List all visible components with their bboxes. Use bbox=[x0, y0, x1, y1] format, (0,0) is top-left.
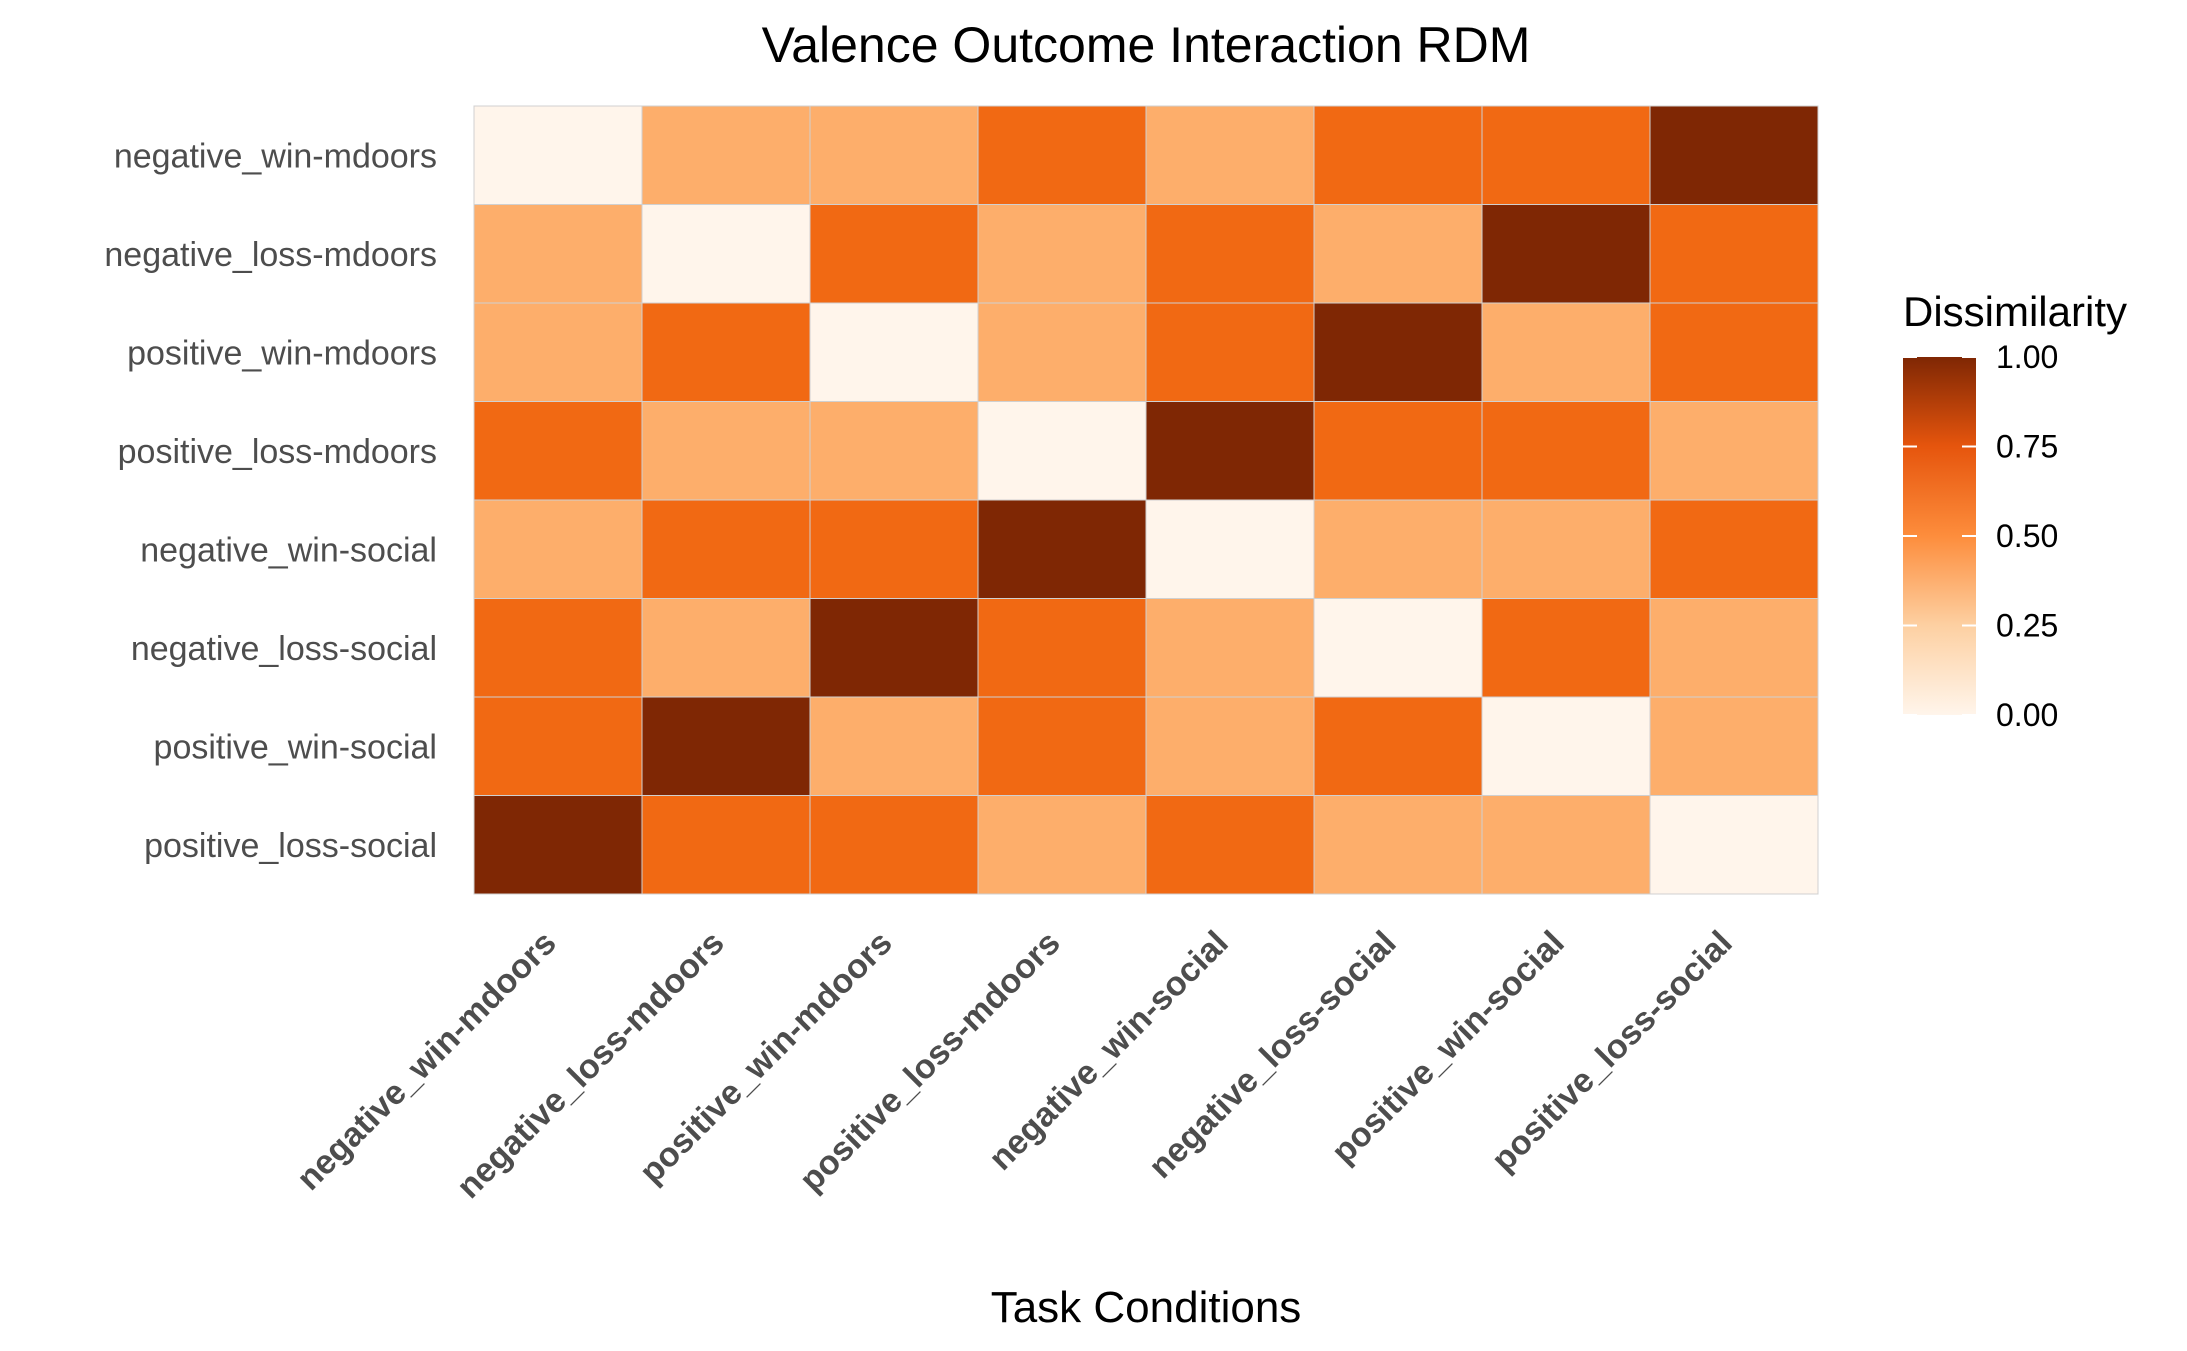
heatmap-cell bbox=[1649, 302, 1819, 402]
heatmap-cell bbox=[473, 499, 643, 599]
legend-ticks: 0.00 0.25 0.50 0.75 1.00 bbox=[1903, 339, 2058, 733]
heatmap-cell bbox=[1313, 696, 1483, 796]
y-tick-label: negative_win-social bbox=[140, 531, 437, 569]
heatmap-cell bbox=[641, 204, 811, 304]
heatmap-cell bbox=[1313, 302, 1483, 402]
heatmap-cell bbox=[809, 499, 979, 599]
y-tick-label: positive_loss-social bbox=[144, 827, 437, 865]
heatmap-cell bbox=[977, 204, 1147, 304]
legend-tick-label: 0.50 bbox=[1996, 518, 2058, 554]
heatmap-cell bbox=[473, 401, 643, 501]
heatmap-cell bbox=[809, 696, 979, 796]
heatmap-cell bbox=[641, 598, 811, 698]
y-tick-label: negative_loss-mdoors bbox=[104, 236, 437, 274]
heatmap-cells bbox=[473, 105, 1819, 895]
heatmap-cell bbox=[1145, 598, 1315, 698]
color-legend: Dissimilarity 0.00 0.25 0.50 0.75 1.00 bbox=[1903, 288, 2127, 733]
heatmap-cell bbox=[977, 598, 1147, 698]
heatmap-cell bbox=[473, 302, 643, 402]
heatmap-cell bbox=[641, 105, 811, 205]
heatmap-cell bbox=[1481, 499, 1651, 599]
heatmap-cell bbox=[641, 401, 811, 501]
heatmap-cell bbox=[977, 499, 1147, 599]
y-tick-label: positive_loss-mdoors bbox=[118, 433, 437, 471]
heatmap-cell bbox=[641, 795, 811, 895]
heatmap-cell bbox=[641, 499, 811, 599]
heatmap-cell bbox=[641, 696, 811, 796]
heatmap-cell bbox=[1649, 795, 1819, 895]
y-tick-label: positive_win-mdoors bbox=[127, 334, 437, 372]
heatmap-cell bbox=[1481, 401, 1651, 501]
legend-tick-label: 0.00 bbox=[1996, 697, 2058, 733]
heatmap-cell bbox=[1481, 696, 1651, 796]
heatmap-cell bbox=[1145, 401, 1315, 501]
heatmap-cell bbox=[1649, 696, 1819, 796]
heatmap-cell bbox=[1313, 204, 1483, 304]
heatmap-cell bbox=[473, 696, 643, 796]
x-axis-title: Task Conditions bbox=[991, 1283, 1302, 1332]
heatmap-cell bbox=[1145, 105, 1315, 205]
y-tick-label: positive_win-social bbox=[154, 728, 437, 766]
x-tick-label: negative_loss-mdoors bbox=[450, 924, 732, 1206]
legend-tick-label: 0.25 bbox=[1996, 608, 2058, 644]
heatmap-cell bbox=[1649, 204, 1819, 304]
heatmap-cell bbox=[977, 696, 1147, 796]
heatmap-cell bbox=[473, 795, 643, 895]
heatmap-cell bbox=[473, 204, 643, 304]
heatmap-cell bbox=[977, 401, 1147, 501]
heatmap-cell bbox=[1313, 401, 1483, 501]
heatmap-cell bbox=[1481, 105, 1651, 205]
y-tick-label: negative_win-mdoors bbox=[114, 137, 437, 175]
heatmap-cell bbox=[977, 795, 1147, 895]
y-tick-label: negative_loss-social bbox=[131, 630, 437, 668]
heatmap-cell bbox=[1481, 302, 1651, 402]
heatmap-cell bbox=[1313, 598, 1483, 698]
heatmap-cell bbox=[1313, 795, 1483, 895]
heatmap-cell bbox=[1649, 499, 1819, 599]
heatmap-cell bbox=[1649, 401, 1819, 501]
heatmap-cell bbox=[473, 105, 643, 205]
y-axis-tick-labels: negative_win-mdoors negative_loss-mdoorsp… bbox=[104, 137, 437, 865]
heatmap-cell bbox=[1145, 302, 1315, 402]
heatmap-cell bbox=[473, 598, 643, 698]
heatmap-cell bbox=[641, 302, 811, 402]
heatmap-cell bbox=[1145, 795, 1315, 895]
chart-title: Valence Outcome Interaction RDM bbox=[762, 17, 1531, 73]
heatmap-cell bbox=[1145, 499, 1315, 599]
heatmap-cell bbox=[1649, 105, 1819, 205]
heatmap-cell bbox=[1145, 204, 1315, 304]
legend-title: Dissimilarity bbox=[1903, 288, 2127, 335]
x-axis-tick-labels: negative_win-mdoorsnegative_loss-mdoorsp… bbox=[290, 924, 1740, 1206]
heatmap-cell bbox=[1313, 105, 1483, 205]
heatmap-cell bbox=[977, 105, 1147, 205]
legend-tick-label: 1.00 bbox=[1996, 339, 2058, 375]
heatmap-cell bbox=[1481, 598, 1651, 698]
legend-tick-label: 0.75 bbox=[1996, 429, 2058, 465]
heatmap-cell bbox=[809, 598, 979, 698]
heatmap-cell bbox=[1313, 499, 1483, 599]
heatmap-cell bbox=[809, 105, 979, 205]
heatmap-cell bbox=[1649, 598, 1819, 698]
heatmap-cell bbox=[809, 795, 979, 895]
heatmap-cell bbox=[977, 302, 1147, 402]
heatmap-cell bbox=[809, 302, 979, 402]
heatmap-cell bbox=[1481, 204, 1651, 304]
heatmap-cell bbox=[809, 401, 979, 501]
heatmap-cell bbox=[809, 204, 979, 304]
heatmap-cell bbox=[1481, 795, 1651, 895]
heatmap-cell bbox=[1145, 696, 1315, 796]
